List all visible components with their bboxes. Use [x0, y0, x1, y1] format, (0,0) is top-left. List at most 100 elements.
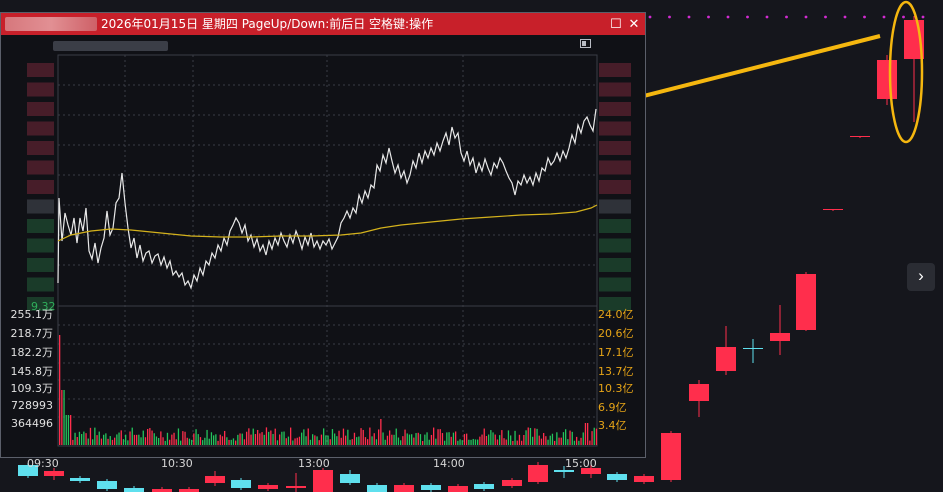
volume-bar: [160, 431, 162, 445]
volume-bar: [217, 440, 219, 445]
volume-bar: [316, 436, 318, 445]
popup-title-bar[interactable]: 2026年01月15日 星期四 PageUp/Down:前后日 空格键:操作 ☐…: [1, 13, 645, 35]
volume-bar: [318, 440, 320, 445]
candle-body: [581, 468, 601, 474]
volume-bar: [534, 428, 536, 445]
volume-bar: [259, 433, 261, 445]
candle-body: [18, 465, 38, 476]
volume-bar: [243, 439, 246, 445]
volume-bar: [261, 432, 263, 445]
marker-dot: [785, 15, 788, 19]
close-button[interactable]: ✕: [628, 16, 640, 31]
volume-axis-label: 728993: [11, 399, 53, 412]
volume-bar: [296, 437, 298, 445]
time-axis-label: 09:30: [27, 457, 59, 470]
popup-title: 2026年01月15日 星期四 PageUp/Down:前后日 空格键:操作: [101, 17, 434, 31]
marker-dot: [746, 15, 749, 19]
volume-bar: [182, 431, 184, 445]
volume-bar: [193, 433, 195, 445]
volume-bar: [246, 431, 248, 445]
volume-bar: [496, 439, 499, 445]
maximize-button[interactable]: ☐: [610, 16, 622, 31]
volume-bar: [327, 435, 329, 445]
volume-bar: [584, 423, 587, 445]
volume-bar: [252, 428, 254, 445]
volume-bar: [576, 436, 578, 445]
intraday-popup-window[interactable]: 2026年01月15日 星期四 PageUp/Down:前后日 空格键:操作 ☐…: [0, 12, 646, 470]
volume-bar: [153, 433, 155, 445]
volume-bar: [384, 439, 386, 445]
volume-bar: [78, 431, 81, 445]
candle-body: [502, 480, 522, 486]
expand-icon[interactable]: [580, 39, 591, 48]
marker-dot: [707, 15, 710, 19]
marker-dot: [921, 15, 925, 19]
next-day-button[interactable]: ›: [907, 263, 935, 291]
candle-body: [340, 474, 360, 483]
volume-bar: [422, 440, 424, 445]
volume-bar: [76, 437, 78, 445]
marker-dot: [882, 15, 886, 19]
volume-bar: [587, 423, 589, 445]
amount-axis-label: 17.1亿: [598, 346, 634, 359]
volume-bar: [571, 431, 573, 445]
amount-axis-label: 6.9亿: [598, 401, 627, 414]
volume-bar: [455, 431, 457, 445]
volume-bar: [98, 431, 100, 445]
candle-body: [474, 484, 494, 489]
volume-bar: [270, 430, 272, 445]
volume-bar: [395, 428, 397, 445]
volume-bar: [158, 437, 160, 445]
volume-bar: [131, 427, 133, 445]
volume-bar: [292, 440, 294, 445]
amount-axis-label: 24.0亿: [598, 308, 634, 321]
volume-bar: [334, 433, 336, 445]
volume-bar: [510, 435, 512, 445]
volume-bar: [272, 433, 274, 445]
stock-name-blurred: [5, 17, 97, 31]
volume-bar: [325, 435, 327, 445]
volume-bar: [74, 432, 76, 445]
marker-dot: [648, 15, 652, 19]
candle-body: [796, 274, 816, 330]
volume-bar: [303, 429, 305, 445]
volume-bar: [419, 434, 422, 445]
volume-bar: [505, 439, 507, 445]
volume-bar: [125, 434, 127, 445]
volume-bar: [320, 434, 323, 445]
candle-body: [394, 485, 414, 492]
volume-axis-label: 145.8万: [10, 365, 54, 378]
volume-axis-label: 364496: [11, 417, 53, 430]
volume-bar: [373, 433, 375, 445]
volume-bar: [375, 439, 378, 445]
volume-bar: [413, 437, 415, 445]
marker-dot: [824, 15, 827, 19]
volume-bar: [536, 428, 538, 445]
candle-body: [70, 478, 90, 481]
candle-body: [716, 347, 736, 371]
volume-bar: [147, 428, 149, 445]
volume-bar: [248, 428, 250, 445]
candle-body: [231, 480, 251, 488]
volume-bar: [197, 434, 199, 445]
volume-bar: [380, 419, 382, 445]
time-axis-label: 14:00: [433, 457, 465, 470]
volume-bar: [305, 436, 307, 445]
volume-bar: [523, 434, 525, 445]
volume-bar: [512, 440, 514, 445]
volume-bar: [551, 433, 554, 445]
volume-bar: [314, 435, 316, 445]
volume-bar: [103, 434, 105, 445]
candle-body: [770, 333, 790, 341]
intraday-chart: [27, 54, 631, 447]
change-scale-blurred: [599, 199, 631, 214]
volume-bar: [558, 437, 560, 445]
volume-bar: [578, 440, 580, 445]
volume-bar: [545, 436, 547, 445]
volume-bar: [371, 436, 373, 445]
volume-bar: [452, 432, 455, 445]
volume-bar: [250, 434, 252, 445]
volume-bar: [569, 430, 571, 445]
volume-bar: [397, 437, 400, 445]
volume-bar: [479, 436, 481, 445]
